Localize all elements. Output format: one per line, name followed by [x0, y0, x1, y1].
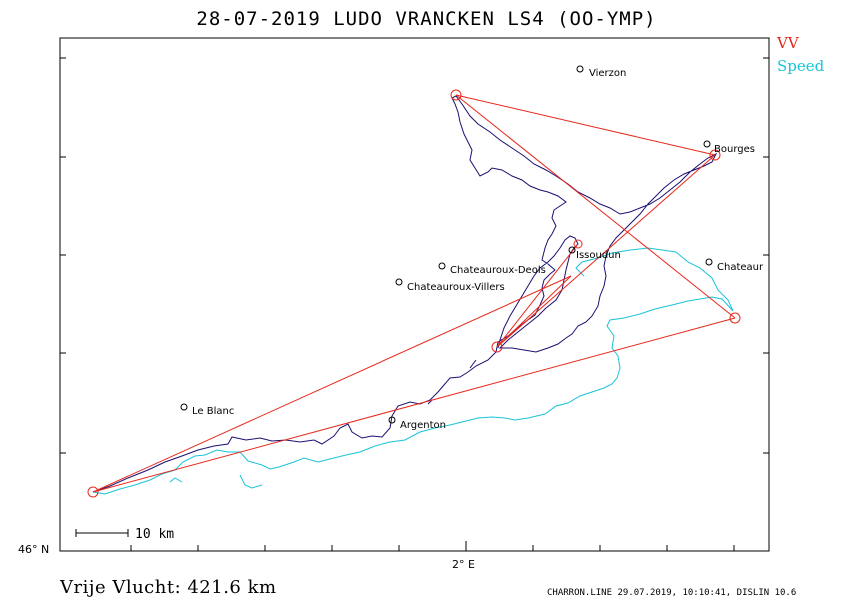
page-title: 28-07-2019 LUDO VRANCKEN LS4 (OO-YMP): [196, 8, 657, 30]
distance-summary: Vrije Vlucht: 421.6 km: [60, 577, 277, 598]
city-chateauroux-villers: Chateauroux-Villers: [407, 282, 505, 293]
legend-speed: Speed: [777, 57, 825, 75]
turnpoints: [87, 89, 741, 498]
credit-line: CHARRON.LINE 29.07.2019, 10:10:41, DISLI…: [547, 588, 797, 598]
lon-axis-label: 2° E: [452, 558, 475, 571]
city-bourges: Bourges: [714, 144, 755, 155]
city-issoudun: Issoudun: [576, 250, 621, 261]
legend-vv: VV: [777, 34, 799, 52]
speed-track: [92, 247, 734, 495]
flight-track: [92, 95, 718, 493]
scale-bar-label: 10 km: [135, 527, 174, 542]
city-chateaur: Chateaur: [717, 262, 764, 273]
lon-ticks: [130, 541, 735, 551]
city-argenton: Argenton: [400, 420, 446, 431]
lat-axis-label: 46° N: [18, 543, 50, 556]
lat-ticks: [60, 57, 769, 552]
city-chateauroux-deols: Chateauroux-Deols: [450, 265, 546, 276]
map-frame: [59, 37, 770, 552]
city-vierzon: Vierzon: [589, 68, 626, 79]
task-lines: [92, 94, 736, 493]
city-le-blanc: Le Blanc: [192, 406, 234, 417]
scale-bar: [75, 529, 129, 537]
city-markers: [180, 65, 713, 424]
